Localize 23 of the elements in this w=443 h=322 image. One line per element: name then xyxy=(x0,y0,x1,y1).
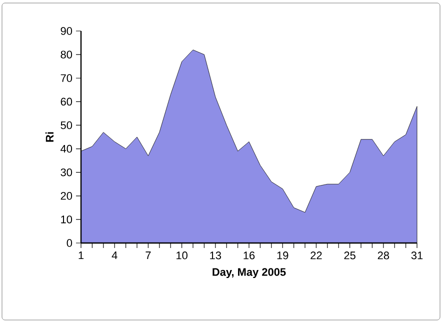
y-tick-label: 0 xyxy=(66,239,72,247)
x-tick-label: 28 xyxy=(378,252,390,260)
x-tick-label: 4 xyxy=(112,252,118,260)
x-tick-label: 7 xyxy=(146,252,151,260)
y-tick-label: 80 xyxy=(60,50,72,58)
x-tick-label: 19 xyxy=(277,252,288,260)
y-tick-label: 40 xyxy=(60,144,72,153)
x-axis-title: Day, May 2005 xyxy=(212,268,286,278)
x-tick-label: 10 xyxy=(176,252,188,260)
y-axis-title: Ri xyxy=(46,132,54,142)
y-tick-label: 10 xyxy=(61,216,72,224)
x-tick-label: 13 xyxy=(210,252,222,260)
x-tick-label: 31 xyxy=(411,252,423,260)
y-tick-label: 60 xyxy=(60,98,72,106)
x-tick-label: 16 xyxy=(244,252,255,260)
y-tick-label: 90 xyxy=(60,27,72,35)
x-tick-label: 25 xyxy=(344,252,356,260)
x-tick-label: 22 xyxy=(310,252,322,260)
y-tick-label: 20 xyxy=(60,192,72,200)
x-tick-label: 1 xyxy=(78,252,84,260)
y-tick-label: 50 xyxy=(60,121,72,130)
y-tick-label: 30 xyxy=(60,168,72,176)
y-tick-label: 70 xyxy=(60,74,72,82)
